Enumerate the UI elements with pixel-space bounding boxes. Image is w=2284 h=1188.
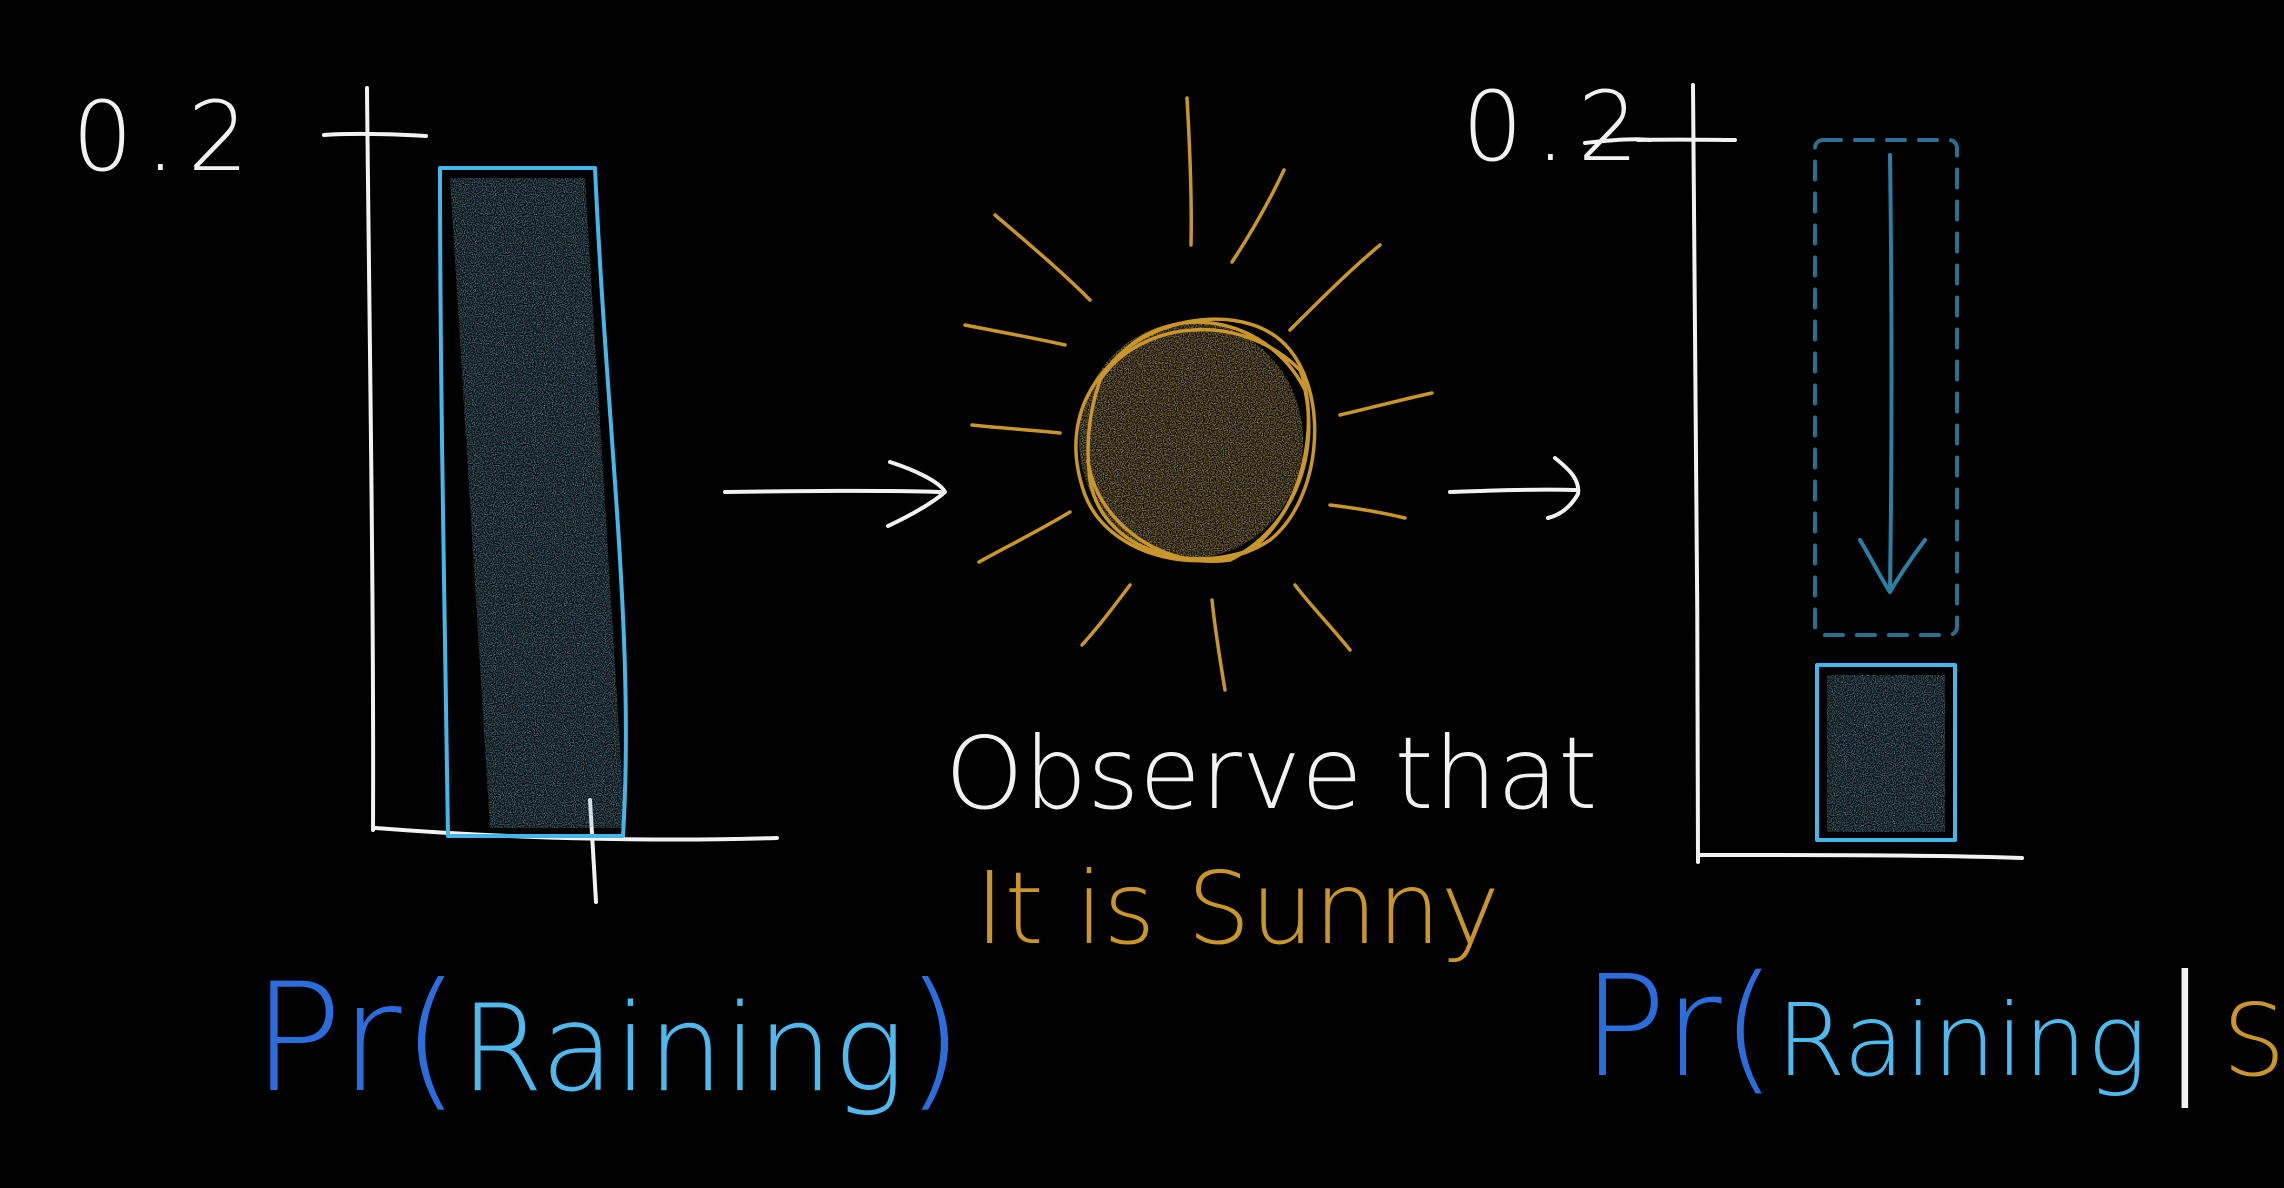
observation-line-2: It is Sunny — [975, 850, 1500, 967]
bar-outline — [1814, 663, 1958, 842]
left-tick-label: 0.2 — [72, 81, 261, 193]
right-tick-label: 0.2 — [1462, 71, 1651, 183]
down-arrow-icon — [1858, 153, 1927, 594]
left-top-tick — [322, 131, 428, 138]
right-label-condition: Sunny — [2222, 982, 2284, 1099]
sun-icon — [963, 96, 1434, 692]
right-chart: 0.2 — [1462, 71, 2024, 864]
right-label-event: Raining — [1776, 982, 2147, 1099]
right-bar — [1814, 663, 1958, 842]
bar-fill — [1827, 675, 1945, 832]
left-probability-label: Pr(Raining) — [252, 952, 964, 1126]
left-label-event: Raining — [460, 980, 905, 1119]
right-arrow-icon — [723, 460, 947, 528]
left-chart: 0.2 — [72, 81, 779, 904]
right-top-tick-hook — [1583, 137, 1652, 145]
right-arrow-icon — [1448, 456, 1581, 520]
right-y-axis — [1691, 83, 2024, 864]
left-label-prefix: Pr( — [252, 952, 460, 1126]
prior-bar-outline — [1813, 138, 1959, 637]
right-label-separator: | — [2161, 946, 2208, 1109]
right-probability-label: Pr(Raining|Sunny) — [1582, 946, 2284, 1109]
left-label-suffix: ) — [905, 952, 964, 1126]
left-bar — [438, 166, 628, 838]
bar-fill — [450, 178, 625, 828]
left-y-axis — [365, 86, 779, 842]
bar-outline — [438, 166, 628, 838]
observation-line-1: Observe that — [945, 715, 1598, 832]
right-label-prefix: Pr( — [1582, 946, 1776, 1109]
